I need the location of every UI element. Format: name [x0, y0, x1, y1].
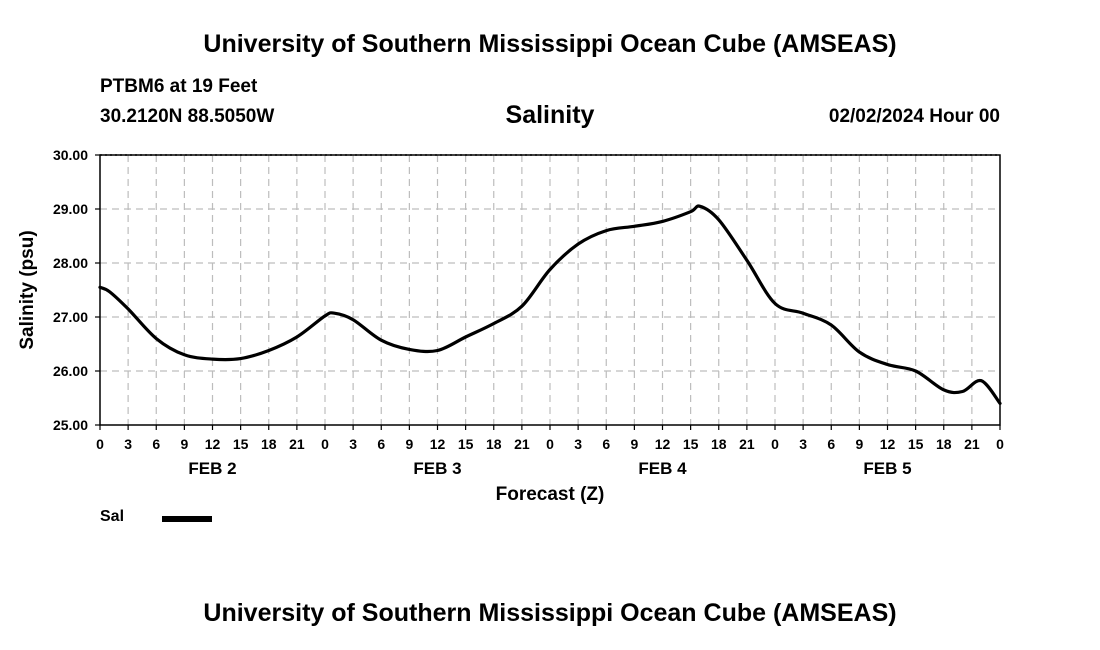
x-tick-label: 0 [546, 436, 554, 452]
x-tick-label: 12 [655, 436, 671, 452]
x-tick-label: 15 [233, 436, 249, 452]
x-tick-label: 0 [771, 436, 779, 452]
x-tick-label: 6 [827, 436, 835, 452]
x-axis-title: Forecast (Z) [496, 484, 605, 505]
x-tick-label: 15 [458, 436, 474, 452]
x-tick-label: 9 [855, 436, 863, 452]
x-tick-label: 3 [574, 436, 582, 452]
x-tick-label: 21 [514, 436, 530, 452]
y-tick-label: 28.00 [53, 255, 88, 271]
grid-layer [100, 154, 1000, 425]
x-tick-label: 0 [321, 436, 329, 452]
y-tick-label: 25.00 [53, 417, 88, 433]
y-tick-label: 30.00 [53, 147, 88, 163]
x-tick-label: 6 [377, 436, 385, 452]
day-label: FEB 5 [863, 459, 911, 478]
x-tick-label: 9 [180, 436, 188, 452]
x-tick-label: 21 [739, 436, 755, 452]
x-tick-label: 21 [964, 436, 980, 452]
x-tick-label: 21 [289, 436, 305, 452]
variable-title: Salinity [505, 101, 595, 129]
day-label: FEB 3 [413, 459, 461, 478]
chart-footer-title: University of Southern Mississippi Ocean… [203, 599, 897, 627]
y-axis-title: Salinity (psu) [17, 230, 38, 349]
x-tick-label: 3 [124, 436, 132, 452]
x-tick-label: 6 [602, 436, 610, 452]
legend-swatch [162, 516, 212, 522]
tick-layer: 0 3 6 9 12 15 18 21 0 3 6 9 12 15 18 21 0 3 6 9 12 15 18 21 0 3 6 9… [53, 147, 1004, 478]
x-tick-label: 6 [152, 436, 160, 452]
x-tick-label: 3 [799, 436, 807, 452]
y-tick-label: 29.00 [53, 201, 88, 217]
series-layer [98, 204, 1002, 405]
x-tick-label: 12 [430, 436, 446, 452]
day-label: FEB 4 [638, 459, 687, 478]
x-tick-label: 18 [711, 436, 727, 452]
x-tick-label: 18 [936, 436, 952, 452]
x-tick-label: 15 [683, 436, 699, 452]
x-tick-label: 0 [96, 436, 104, 452]
x-tick-label: 18 [486, 436, 502, 452]
x-tick-label: 9 [630, 436, 638, 452]
x-tick-label: 3 [349, 436, 357, 452]
x-tick-label: 15 [908, 436, 924, 452]
x-tick-label: 9 [405, 436, 413, 452]
salinity-line [98, 204, 1002, 405]
x-tick-label: 12 [205, 436, 221, 452]
station-label: PTBM6 at 19 Feet [100, 76, 258, 97]
legend-label: Sal [100, 508, 125, 525]
chart-main-title: University of Southern Mississippi Ocean… [203, 30, 897, 58]
x-tick-label: 0 [996, 436, 1004, 452]
y-tick-label: 27.00 [53, 309, 88, 325]
x-tick-label: 12 [880, 436, 896, 452]
station-coordinates: 30.2120N 88.5050W [100, 106, 275, 127]
y-tick-label: 26.00 [53, 363, 88, 379]
forecast-date: 02/02/2024 Hour 00 [828, 106, 1000, 127]
x-tick-label: 18 [261, 436, 277, 452]
day-label: FEB 2 [188, 459, 236, 478]
